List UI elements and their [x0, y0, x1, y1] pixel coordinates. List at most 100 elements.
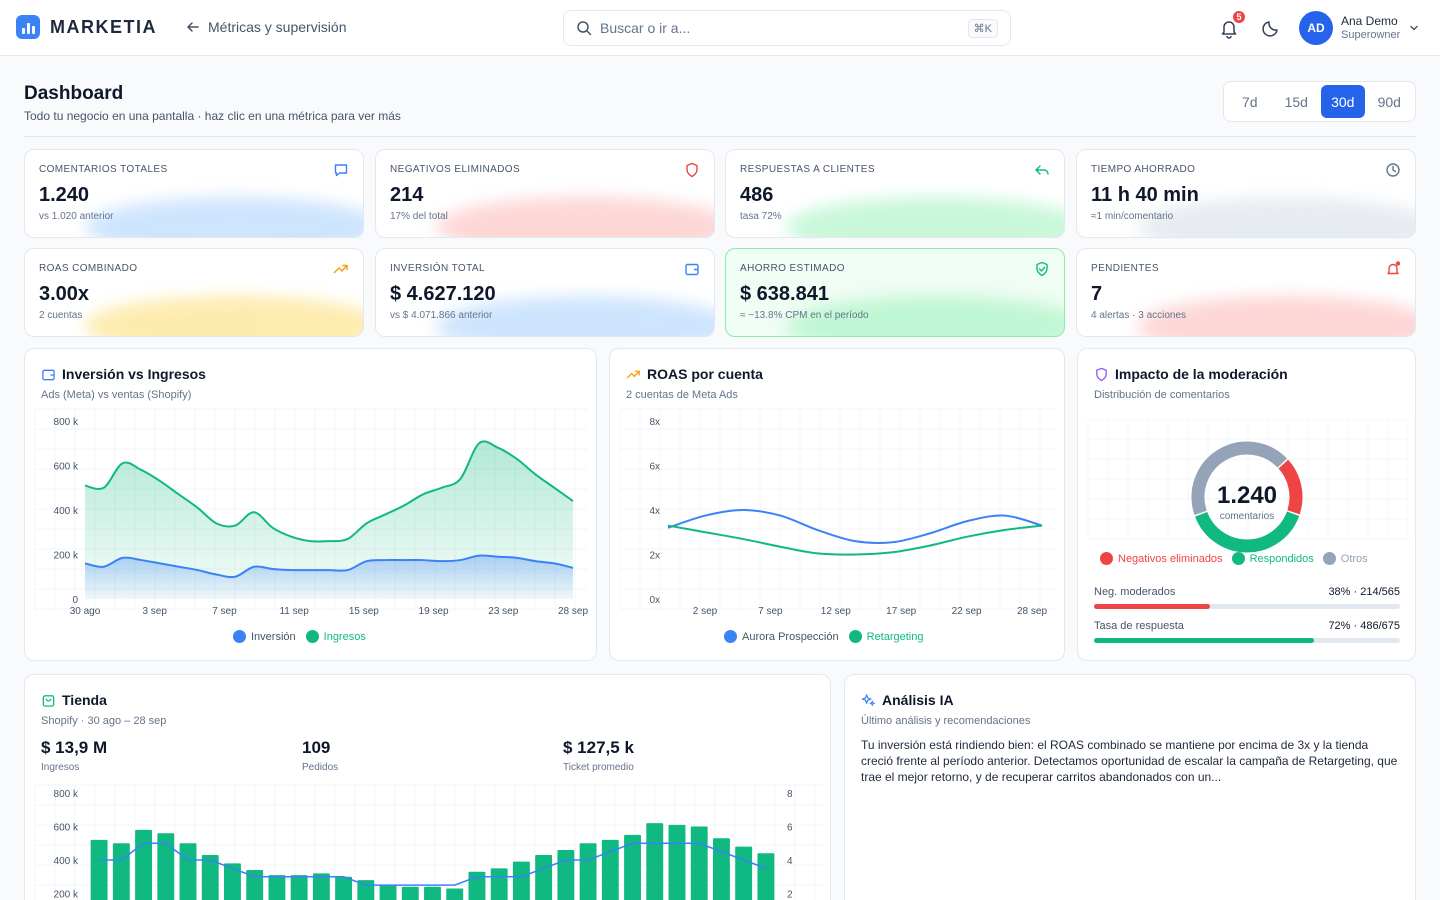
bar [757, 853, 775, 900]
bar [268, 875, 286, 900]
kpi-card-comentarios[interactable]: COMENTARIOS TOTALES 1.240 vs 1.020 anter… [24, 149, 364, 238]
card-decoration [436, 197, 714, 237]
kpi-note: 2 cuentas [39, 310, 83, 321]
stat-pedidos-value: 109 [302, 738, 331, 757]
brand-name: MARKETIA [50, 16, 157, 37]
arrow-left-icon [186, 22, 199, 32]
y-tick-label: 4x [649, 506, 660, 517]
x-tick-label: 23 sep [488, 606, 518, 617]
page-title: Dashboard [24, 83, 124, 104]
trend-up-icon [333, 264, 348, 274]
kpi-card-respuestas[interactable]: RESPUESTAS A CLIENTES 486 tasa 72% [725, 149, 1065, 238]
search-box[interactable]: ⌘K [563, 10, 1011, 46]
donut-slice-otros [1191, 441, 1288, 515]
legend-label: Retargeting [866, 630, 924, 643]
progress-label: Neg. moderados [1094, 586, 1176, 598]
panel-roas-cuenta: ROAS por cuenta 2 cuentas de Meta Ads 0x… [609, 348, 1065, 661]
area-ingresos [85, 441, 573, 599]
range-90d[interactable]: 90d [1377, 93, 1401, 110]
top-bar: MARKETIA Métricas y supervisión ⌘K 5 AD … [0, 0, 1440, 56]
x-tick-label: 28 sep [558, 606, 588, 617]
progress-tasa-respuesta: Tasa de respuesta 72% · 486/675 [1094, 620, 1400, 643]
bar [312, 873, 330, 900]
panel-title: Análisis IA [861, 692, 954, 708]
kpi-card-ahorro[interactable]: AHORRO ESTIMADO $ 638.841 ≈ −13.8% CPM e… [725, 248, 1065, 337]
legend-item-negativos[interactable]: Negativos eliminados [1100, 552, 1223, 565]
bar [424, 886, 441, 900]
stat-ingresos-label: Ingresos [41, 762, 80, 773]
wallet-icon [42, 369, 55, 380]
bar [579, 843, 597, 900]
legend-label: Inversión [251, 630, 296, 643]
back-link[interactable]: Métricas y supervisión [186, 19, 347, 35]
moon-icon[interactable] [1261, 18, 1281, 38]
legend-item-aurora[interactable]: Aurora Prospección [724, 630, 839, 643]
kpi-note: ≈ −13.8% CPM en el período [740, 310, 869, 321]
bar [135, 829, 153, 900]
kpi-card-tiempo[interactable]: TIEMPO AHORRADO 11 h 40 min ≈1 min/comen… [1076, 149, 1416, 238]
x-tick-label: 7 sep [212, 606, 237, 617]
legend-item-otros[interactable]: Otros [1322, 552, 1368, 565]
legend-swatch [1231, 552, 1245, 565]
shield-icon [1096, 367, 1107, 381]
search-input[interactable] [600, 20, 960, 36]
x-tick-label: 22 sep [952, 606, 982, 617]
search-shortcut: ⌘K [967, 18, 998, 38]
series-line-pedidos [99, 842, 767, 886]
brand-logo[interactable]: MARKETIA [16, 15, 157, 39]
bar [401, 886, 419, 900]
bar-chart-icon [16, 15, 40, 39]
x-tick-label: 28 sep [1017, 606, 1047, 617]
wallet-icon [685, 263, 699, 276]
card-decoration [786, 197, 1064, 237]
chat-icon [334, 164, 348, 177]
legend-swatch [305, 630, 319, 643]
user-menu[interactable]: AD Ana Demo Superowner [1299, 11, 1420, 45]
bar [112, 843, 130, 900]
legend-label: Negativos eliminados [1118, 552, 1223, 565]
panel-title: Tienda [41, 692, 107, 708]
card-decoration [85, 197, 363, 237]
kpi-note: 17% del total [390, 211, 448, 222]
kpi-value: 1.240 [39, 184, 90, 206]
stat-pedidos-label: Pedidos [302, 762, 339, 773]
legend-item-retargeting[interactable]: Retargeting [848, 630, 924, 643]
bar [157, 833, 175, 900]
panel-title-text: Tienda [62, 692, 107, 708]
bell-icon[interactable] [1218, 17, 1240, 39]
y-tick-label: 0 [72, 595, 78, 606]
range-15d[interactable]: 15d [1284, 93, 1308, 110]
legend-swatch [1100, 552, 1113, 565]
legend-item-respondidos[interactable]: Respondidos [1231, 552, 1314, 565]
kpi-label: PENDIENTES [1091, 263, 1159, 274]
chart-legend: Inversión Ingresos [233, 630, 366, 643]
range-30d[interactable]: 30d [1321, 85, 1365, 118]
shield-check-icon [1036, 261, 1048, 277]
range-selector: 7d 15d 30d 90d [1223, 81, 1416, 122]
kpi-value: 214 [390, 184, 424, 206]
panel-impacto-moderacion: Impacto de la moderación Distribución de… [1077, 348, 1416, 661]
bar [335, 876, 353, 900]
kpi-card-inversion[interactable]: INVERSIÓN TOTAL $ 4.627.120 vs $ 4.071.8… [375, 248, 715, 337]
donut-center-label: comentarios [1220, 511, 1274, 522]
bar [557, 849, 575, 900]
kpi-card-pendientes[interactable]: PENDIENTES 7 4 alertas · 3 acciones [1076, 248, 1416, 337]
kpi-card-negativos[interactable]: NEGATIVOS ELIMINADOS 214 17% del total [375, 149, 715, 238]
panel-title: ROAS por cuenta [626, 366, 763, 382]
sparkles-icon [861, 693, 876, 706]
range-7d[interactable]: 7d [1241, 93, 1258, 110]
bar [201, 854, 219, 900]
y-tick-label: 600 k [54, 462, 79, 473]
legend-item-inversion[interactable]: Inversión [233, 630, 296, 643]
series-line-aurora-prospección [667, 508, 1043, 545]
kpi-card-roas[interactable]: ROAS COMBINADO 3.00x 2 cuentas [24, 248, 364, 337]
kpi-label: ROAS COMBINADO [39, 263, 138, 274]
x-tick-label: 15 sep [349, 606, 379, 617]
shield-icon [686, 162, 698, 178]
y-tick-label-right: 2 [787, 890, 793, 900]
panel-subtitle: Ads (Meta) vs ventas (Shopify) [41, 389, 192, 401]
y-tick-label: 400 k [54, 506, 79, 517]
stat-ingresos-value: $ 13,9 M [41, 738, 108, 757]
legend-item-ingresos[interactable]: Ingresos [305, 630, 366, 643]
panel-inversion-ingresos: Inversión vs Ingresos Ads (Meta) vs vent… [24, 348, 597, 661]
